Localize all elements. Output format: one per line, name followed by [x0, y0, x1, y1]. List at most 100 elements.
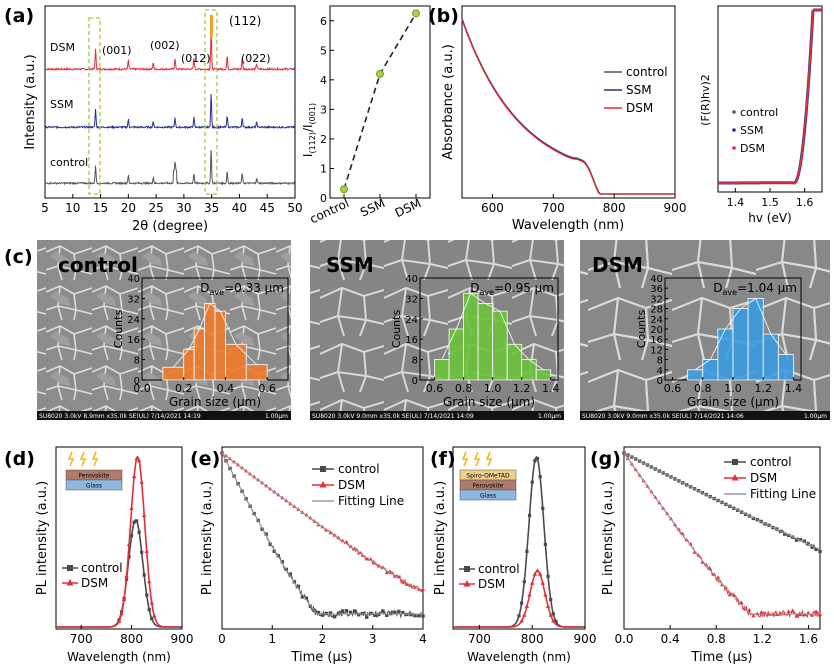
xrd-trace-label-dsm: DSM [50, 41, 75, 54]
hist-bar-control-5 [225, 343, 247, 381]
pl-f-legend-marker-control [464, 566, 470, 572]
pl-d-device-label-glass: Glass [86, 483, 102, 490]
hist-annotation-ssm: Dave=0.95 μm [470, 281, 554, 297]
xrd-x-tick-label-9: 50 [287, 201, 302, 215]
trpl-g-legend-label-fitting-line: Fitting Line [750, 487, 816, 501]
pl-f-marker-dsm-0 [519, 618, 524, 623]
ratio-point-dsm [412, 9, 420, 18]
pl-d-marker-dsm-7 [134, 456, 139, 461]
abs-x-tick-label-1: 700 [542, 201, 565, 215]
sem-group-ssm: SSM Dave=0.95 μm 0.6 0.8 1.0 1.2 1.4 0 8 16 24 32 40… [310, 253, 564, 420]
pl-d-marker-dsm-5 [129, 505, 134, 510]
hist-envelope-dsm [694, 297, 787, 371]
hist-bar-ssm-0 [434, 359, 450, 381]
trpl-g-marker-dsm-196 [814, 609, 819, 614]
pl-d-marker-control-10 [142, 573, 146, 577]
pl-d-marker-control-8 [137, 530, 141, 534]
hist-annotation-dsm: Dave=1.04 μm [713, 281, 797, 297]
trpl-g-legend-label-dsm: DSM [750, 471, 777, 485]
trpl-g-xlabel: Time (μs) [690, 650, 752, 665]
sem-info-text-ssm: SU8020 3.0kV 9.0mm x35.0k SE(UL) 7/14/20… [312, 413, 474, 420]
panel-a: (a) DSM SSM control (001) (002) (012) (1… [4, 5, 303, 234]
xrd-xlabel: 2θ (degree) [132, 219, 208, 234]
hist-xtick-label-control-0: 0.0 [133, 382, 151, 395]
trpl-e-fit-dsm [221, 452, 424, 593]
tauc-xlabel: hv (eV) [748, 211, 791, 225]
abs-ylabel: Absorbance (a.u.) [441, 44, 456, 160]
xrd-peak-002: (002) [150, 39, 180, 52]
pl-f-marker-dsm-8 [540, 580, 545, 585]
xrd-x-tick-label-6: 35 [204, 201, 219, 215]
pl-f-device-label-spiro-ometad: Spiro-OMeTAD [466, 473, 510, 480]
pl-f-marker-dsm-7 [537, 571, 543, 576]
sem-info-strip-dsm [580, 411, 830, 420]
trpl-e-legend-marker-control [320, 466, 326, 472]
hist-xlabel-ssm: Grain size (μm) [443, 395, 535, 409]
hist-annotation-main-dsm: D [713, 281, 722, 295]
trpl-g-marker-control-200 [818, 549, 822, 554]
xrd-trace-label-ssm: SSM [50, 98, 73, 111]
trpl-g-marker-dsm-128 [747, 607, 752, 612]
pl-f-marker-dsm-11 [548, 612, 553, 617]
pl-d-marker-control-13 [150, 617, 154, 621]
ratio-ytick-label-4: 4 [320, 74, 327, 87]
sem-title-control: control [58, 253, 138, 277]
trpl-g-ylabel: PL intensity (a.u.) [601, 481, 616, 595]
tauc-x-tick-label-0: 1.4 [727, 196, 745, 209]
hist-annotation-control: Dave=0.33 μm [200, 281, 284, 297]
hist-xtick-label-control-1: 0.2 [175, 382, 193, 395]
panel-label-g: (g) [590, 448, 621, 470]
trpl-g-marker-dsm-168 [786, 609, 791, 613]
pl-d-marker-dsm-8 [136, 458, 142, 463]
abs-legend-label-control: control [626, 65, 668, 79]
panel-e: (e) 0 1 2 3 4 control DSM Fitting Line Time (μs… [190, 446, 427, 665]
pl-d-marker-control-6 [132, 520, 136, 524]
pl-d-device-label-perovskite: Perovskite [79, 473, 110, 480]
xrd-highlight-001 [88, 17, 101, 195]
ratio-line [343, 12, 417, 190]
trpl-g-x-tick-label-0: 0.0 [614, 632, 633, 646]
pl-f-marker-control-3 [525, 549, 529, 553]
pl-d-x-tick-label-1: 800 [120, 632, 143, 646]
panel-b: (b) 600 700 800 900 control SSM DSM Wavelengt… [428, 5, 686, 233]
hist-xtick-label-ssm-1: 0.8 [455, 382, 473, 395]
trpl-e-markers-control [220, 451, 425, 619]
sem-info-text-dsm: SU8020 3.0kV 9.0mm x35.0k SE(UL) 7/14/20… [582, 413, 744, 420]
hist-ytick-label-ssm-3: 24 [405, 315, 418, 326]
trpl-e-frame [221, 446, 424, 630]
trpl-e-x-tick-label-1: 1 [268, 632, 276, 646]
sem-info-strip-control [37, 411, 291, 420]
hist-ylabel-control: Counts [112, 310, 125, 349]
pl-f-light-ray-0 [461, 451, 469, 467]
trpl-e-legend-label-fitting-line: Fitting Line [338, 494, 404, 508]
hist-bar-ssm-4 [492, 310, 508, 381]
sem-title-dsm: DSM [592, 253, 643, 277]
pl-d-marker-control-9 [140, 550, 144, 554]
hist-ytick-label-dsm-6: 24 [650, 315, 663, 326]
pl-f-marker-dsm-6 [535, 568, 540, 573]
pl-f-markers-dsm [519, 568, 556, 623]
pl-f-x-tick-label-2: 900 [574, 632, 597, 646]
abs-legend-label-dsm: DSM [626, 101, 653, 115]
hist-bar-dsm-3 [732, 308, 749, 381]
hist-xtick-label-dsm-0: 0.6 [664, 382, 682, 395]
trpl-e-x-tick-label-0: 0 [218, 632, 226, 646]
trpl-e-fit-control [221, 452, 423, 615]
pl-f-marker-control-9 [541, 506, 545, 510]
hist-ytick-label-dsm-2: 8 [657, 356, 663, 367]
sem-scale-len-ssm: 1.00μm [538, 413, 561, 420]
pl-d-marker-dsm-4 [126, 541, 132, 546]
pl-f-marker-control-11 [546, 574, 550, 578]
pl-d-xlabel: Wavelength (nm) [67, 650, 171, 664]
trpl-e-legend-label-control: control [338, 462, 380, 476]
pl-d-marker-control-7 [135, 519, 139, 523]
hist-ytick-label-control-0: 0 [134, 376, 140, 387]
pl-d-marker-dsm-9 [139, 479, 144, 484]
trpl-e-x-tick-label-3: 3 [369, 632, 377, 646]
pl-d-x-tick-label-0: 700 [70, 632, 93, 646]
xrd-trace-dsm [44, 32, 296, 72]
pl-d-legend-label-control: control [81, 561, 123, 575]
hist-annotation-value-ssm: =0.95 μm [494, 281, 554, 295]
panel-label-f: (f) [430, 448, 456, 470]
